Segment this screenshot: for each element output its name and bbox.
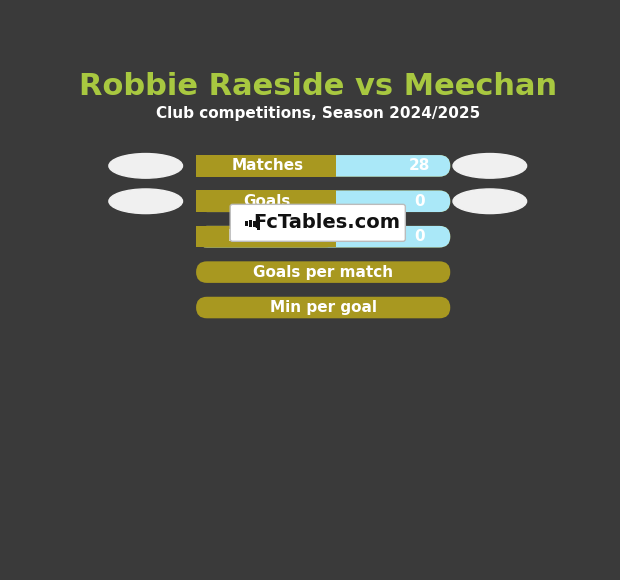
FancyBboxPatch shape bbox=[196, 155, 450, 177]
Text: Club competitions, Season 2024/2025: Club competitions, Season 2024/2025 bbox=[156, 106, 480, 121]
FancyBboxPatch shape bbox=[230, 204, 405, 241]
Bar bbox=[257, 218, 260, 230]
Ellipse shape bbox=[109, 154, 182, 178]
Bar bbox=[249, 220, 252, 227]
Text: 0: 0 bbox=[414, 194, 425, 209]
FancyBboxPatch shape bbox=[196, 190, 450, 212]
Ellipse shape bbox=[109, 189, 182, 213]
FancyBboxPatch shape bbox=[196, 226, 336, 248]
Text: Min per goal: Min per goal bbox=[270, 300, 377, 315]
Bar bbox=[196, 226, 336, 248]
FancyBboxPatch shape bbox=[196, 190, 450, 212]
FancyBboxPatch shape bbox=[196, 155, 336, 177]
Text: FcTables.com: FcTables.com bbox=[253, 213, 400, 233]
FancyBboxPatch shape bbox=[196, 190, 336, 212]
Text: Goals per match: Goals per match bbox=[253, 264, 393, 280]
Bar bbox=[196, 190, 336, 212]
Ellipse shape bbox=[453, 189, 526, 213]
Text: 0: 0 bbox=[414, 229, 425, 244]
Text: Goals: Goals bbox=[244, 194, 291, 209]
FancyBboxPatch shape bbox=[196, 155, 450, 177]
FancyBboxPatch shape bbox=[196, 226, 450, 248]
Ellipse shape bbox=[453, 154, 526, 178]
Text: 24 february 2025: 24 february 2025 bbox=[244, 197, 392, 212]
FancyBboxPatch shape bbox=[196, 297, 450, 318]
Text: 28: 28 bbox=[409, 158, 430, 173]
FancyBboxPatch shape bbox=[196, 262, 450, 283]
FancyBboxPatch shape bbox=[196, 226, 450, 248]
Text: Hattricks: Hattricks bbox=[228, 229, 306, 244]
Text: Robbie Raeside vs Meechan: Robbie Raeside vs Meechan bbox=[79, 72, 557, 101]
Bar bbox=[196, 155, 336, 177]
Text: Matches: Matches bbox=[231, 158, 303, 173]
Bar bbox=[245, 222, 248, 226]
Bar bbox=[253, 220, 255, 227]
